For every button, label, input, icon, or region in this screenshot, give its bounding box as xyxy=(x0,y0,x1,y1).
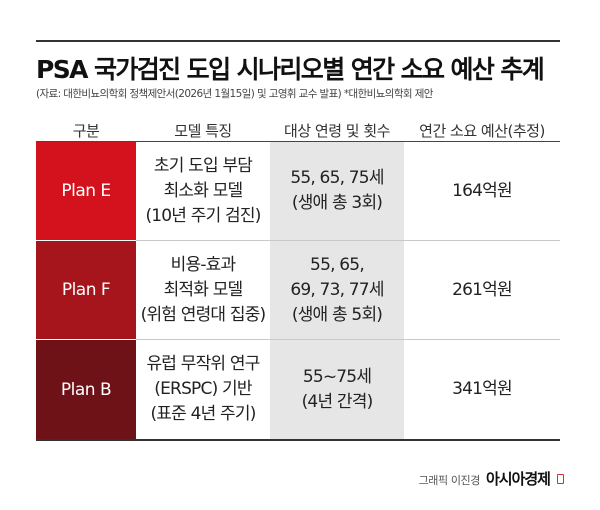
source-note: (자료: 대한비뇨의학회 정책제안서(2026년 1월15일) 및 고영휘 교수… xyxy=(36,88,433,100)
top-rule xyxy=(36,40,560,42)
target-line: (4년 간격) xyxy=(301,391,374,412)
header-category: 구분 xyxy=(72,121,100,140)
target-line: 55~75세 xyxy=(302,366,372,387)
plan-b-budget: 341억원 xyxy=(452,379,513,399)
page-title: PSA 국가검진 도입 시나리오별 연간 소요 예산 추계 xyxy=(36,55,545,84)
feature-line: 최적화 모델 xyxy=(163,279,244,300)
feature-line: (ERSPC) 기반 xyxy=(154,379,252,399)
plan-f-feature: 비용-효과 최적화 모델 (위험 연령대 집중) xyxy=(136,241,270,339)
graphic-credit: 그래픽 이진경 xyxy=(418,474,481,487)
feature-line: 비용-효과 xyxy=(170,254,236,275)
credit: 그래픽 이진경 아시아경제 xyxy=(419,468,564,489)
header-target-age: 대상 연령 및 횟수 xyxy=(284,121,390,140)
feature-line: (위험 연령대 집중) xyxy=(140,304,267,325)
target-line: (생애 총 3회) xyxy=(291,193,383,213)
plan-b-feature: 유럽 무작위 연구 (ERSPC) 기반 (표준 4년 주기) xyxy=(136,340,270,439)
header-rule xyxy=(36,141,560,142)
row-divider xyxy=(136,339,560,340)
brand-logo: 아시아경제 xyxy=(485,470,551,488)
plan-f-budget: 261억원 xyxy=(452,279,513,300)
feature-line: 초기 도입 부담 xyxy=(153,155,253,176)
bottom-rule xyxy=(36,439,560,441)
plan-e-label: Plan E xyxy=(36,142,136,240)
feature-line: 유럽 무작위 연구 xyxy=(146,354,260,374)
header-model-feature: 모델 특징 xyxy=(174,121,232,140)
target-line: (생애 총 5회) xyxy=(291,304,383,325)
plan-f-target: 55, 65, 69, 73, 77세 (생애 총 5회) xyxy=(270,241,404,339)
target-column-shade xyxy=(270,142,404,439)
plan-f-label: Plan F xyxy=(36,241,136,339)
row-divider xyxy=(136,240,560,241)
plan-e-feature: 초기 도입 부담 최소화 모델 (10년 주기 검진) xyxy=(136,142,270,240)
brand-mark-icon xyxy=(557,474,564,484)
feature-line: (표준 4년 주기) xyxy=(150,404,256,424)
plan-e-target: 55, 65, 75세 (생애 총 3회) xyxy=(270,142,404,240)
target-line: 69, 73, 77세 xyxy=(290,279,384,300)
feature-line: (10년 주기 검진) xyxy=(145,205,261,226)
feature-line: 최소화 모델 xyxy=(163,180,244,201)
target-line: 55, 65, 75세 xyxy=(290,168,384,188)
plan-b-label: Plan B xyxy=(36,340,136,439)
header-annual-budget: 연간 소요 예산(추정) xyxy=(419,121,545,140)
plan-e-budget: 164억원 xyxy=(452,180,513,201)
target-line: 55, 65, xyxy=(310,254,365,275)
plan-b-target: 55~75세 (4년 간격) xyxy=(270,340,404,439)
